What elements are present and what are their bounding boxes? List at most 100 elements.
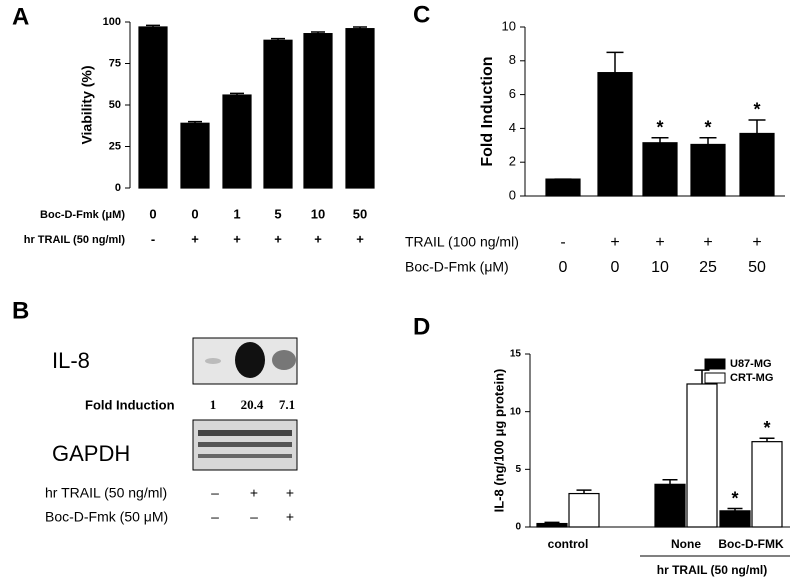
condition-value: – [250, 509, 258, 525]
bar [263, 39, 293, 189]
significance-mark: * [763, 418, 770, 438]
condition-value: + [250, 485, 258, 501]
y-tick-label: 2 [509, 154, 516, 169]
condition-value: + [233, 231, 241, 246]
y-tick-label: 15 [510, 349, 522, 360]
bar [642, 142, 678, 197]
error-bar [651, 136, 669, 143]
bar [597, 72, 633, 197]
panel-label: C [413, 1, 430, 28]
legend-swatch [704, 358, 726, 370]
error-bar [727, 507, 743, 511]
bar [303, 33, 333, 189]
condition-label: Boc-D-Fmk (μM) [40, 209, 125, 221]
blot-band [198, 454, 292, 458]
condition-value: 50 [353, 206, 367, 221]
panel-label: B [12, 297, 29, 324]
x-axis-label: hr TRAIL (50 ng/ml) [657, 563, 767, 577]
error-bar [271, 37, 285, 41]
fold-label: Fold Induction [85, 397, 175, 412]
y-axis-label: Fold Induction [479, 56, 496, 166]
y-tick-label: 25 [109, 140, 121, 152]
y-tick-label: 0 [515, 522, 521, 533]
condition-value: + [752, 234, 761, 251]
condition-value: + [274, 231, 282, 246]
blot-band [272, 350, 296, 370]
legend-label: U87-MG [730, 358, 772, 370]
fold-value: 1 [210, 397, 217, 412]
bar [739, 132, 775, 197]
y-tick-label: 50 [109, 99, 121, 111]
bar [222, 94, 252, 189]
y-tick-label: 0 [115, 182, 121, 194]
condition-value: + [314, 231, 322, 246]
x-tick-label: None [671, 537, 701, 551]
bar [138, 26, 168, 189]
condition-label: hr TRAIL (50 ng/ml) [45, 485, 167, 501]
y-tick-label: 10 [502, 18, 516, 33]
condition-label: Boc-D-Fmk (50 μM) [45, 509, 168, 525]
y-tick-label: 100 [103, 16, 121, 28]
x-tick-label: control [548, 537, 589, 551]
bar [345, 28, 375, 189]
blot-band [198, 430, 292, 436]
condition-value: + [191, 231, 199, 246]
condition-value: + [610, 234, 619, 251]
condition-value: 5 [274, 206, 281, 221]
blot-band [198, 442, 292, 447]
condition-value: – [211, 509, 219, 525]
condition-value: 25 [699, 259, 717, 276]
condition-value: + [703, 234, 712, 251]
bar [654, 483, 686, 528]
significance-mark: * [656, 117, 663, 137]
fold-value: 20.4 [241, 397, 264, 412]
blot-band [205, 358, 221, 364]
significance-mark: * [753, 100, 760, 120]
condition-label: TRAIL (100 ng/ml) [405, 234, 519, 250]
fold-value: 7.1 [279, 397, 295, 412]
y-axis-label: Viability (%) [79, 65, 95, 144]
condition-value: 0 [611, 259, 620, 276]
condition-value: - [560, 234, 565, 251]
bar [690, 143, 726, 197]
significance-mark: * [731, 488, 738, 508]
y-tick-label: 75 [109, 57, 121, 69]
error-bar [230, 92, 244, 96]
y-tick-label: 4 [509, 120, 516, 135]
error-bar [606, 51, 624, 73]
significance-mark: * [704, 117, 711, 137]
bar [180, 122, 210, 189]
blot-label: GAPDH [52, 441, 130, 466]
error-bar [576, 489, 592, 494]
error-bar [662, 478, 678, 485]
condition-value: 10 [651, 259, 669, 276]
condition-value: + [655, 234, 664, 251]
condition-value: + [286, 509, 294, 525]
condition-label: hr TRAIL (50 ng/ml) [24, 234, 126, 246]
condition-value: + [356, 231, 364, 246]
condition-value: 1 [233, 206, 240, 221]
error-bar [699, 136, 717, 145]
condition-value: – [211, 485, 219, 501]
blot-band [235, 342, 265, 378]
bar [545, 178, 581, 197]
error-bar [759, 437, 775, 442]
error-bar [748, 119, 766, 134]
condition-value: - [151, 231, 155, 246]
condition-value: 0 [191, 206, 198, 221]
condition-value: 10 [311, 206, 325, 221]
y-tick-label: 10 [510, 406, 522, 417]
error-bar [694, 369, 710, 384]
condition-value: 50 [748, 259, 766, 276]
y-tick-label: 8 [509, 52, 516, 67]
condition-value: 0 [559, 259, 568, 276]
error-bar [353, 26, 367, 29]
condition-value: + [286, 485, 294, 501]
blot-label: IL-8 [52, 348, 90, 373]
panel-label: A [12, 3, 29, 30]
x-tick-label: Boc-D-FMK [718, 537, 784, 551]
blot-panel: IL-8 Fold Induction 1 20.4 7.1 GAPDH hr … [45, 337, 298, 525]
panel-label: D [413, 313, 430, 340]
